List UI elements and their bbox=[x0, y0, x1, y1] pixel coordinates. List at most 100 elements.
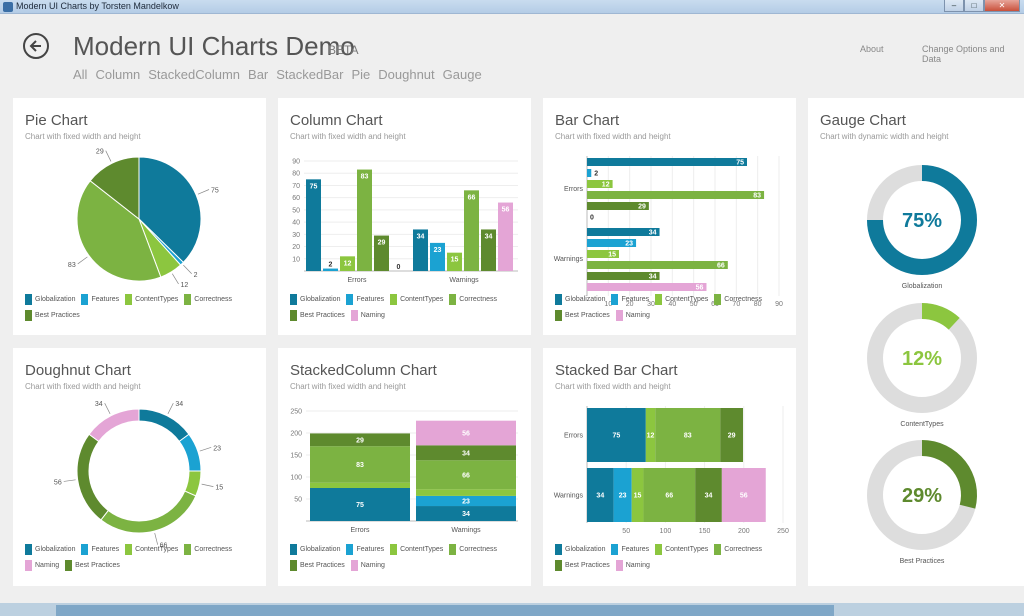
stacked-bar-chart: 50 100 150 200 250 75 12 83 29 Errors 34 23 15 66 34 56… bbox=[554, 406, 789, 535]
app-icon bbox=[3, 2, 13, 12]
bar-correctness bbox=[464, 190, 479, 271]
category-label: Warnings bbox=[451, 527, 481, 534]
x-tick-label: 50 bbox=[690, 301, 698, 308]
y-tick-label: 80 bbox=[292, 171, 300, 178]
y-tick-label: 250 bbox=[290, 409, 302, 416]
y-tick-label: 90 bbox=[292, 159, 300, 166]
filter-column[interactable]: Column bbox=[95, 67, 141, 82]
bar-globalization bbox=[413, 229, 428, 271]
legend-item-best-practices: Best Practices bbox=[290, 560, 345, 571]
bar-best-practices bbox=[374, 235, 389, 271]
gauge-value: 29% bbox=[902, 485, 942, 507]
slice-correctness bbox=[76, 180, 162, 282]
legend-item-best-practices: Best Practices bbox=[25, 310, 80, 321]
y-tick-label: 40 bbox=[292, 220, 300, 227]
bar-naming bbox=[498, 202, 513, 271]
data-label: 66 bbox=[665, 493, 673, 500]
legend-item-globalization: Globalization bbox=[25, 294, 75, 305]
stacked-bar-legend: Globalization Features ContentTypes Correct… bbox=[555, 544, 780, 571]
legend-swatch bbox=[25, 310, 32, 321]
legend-label: Features bbox=[356, 296, 385, 303]
y-tick-label: 60 bbox=[292, 195, 300, 202]
bar-correctness bbox=[357, 169, 372, 271]
slice-label: 34 bbox=[95, 401, 103, 408]
segment-globalization bbox=[310, 488, 410, 521]
legend-label: Correctness bbox=[459, 296, 498, 303]
close-icon[interactable]: ✕ bbox=[984, 0, 1020, 12]
bar-correctness bbox=[587, 261, 728, 269]
panel-subtitle: Chart with fixed width and height bbox=[25, 132, 141, 141]
panel-title: Stacked Bar Chart bbox=[555, 362, 678, 379]
filter-stackedcolumn[interactable]: StackedColumn bbox=[148, 67, 241, 82]
filter-stackedbar[interactable]: StackedBar bbox=[276, 67, 344, 82]
window-controls: – □ ✕ bbox=[944, 0, 1020, 12]
legend-swatch bbox=[125, 294, 133, 305]
data-label: 34 bbox=[417, 233, 425, 240]
leader-line bbox=[154, 532, 158, 545]
filter-all[interactable]: All bbox=[73, 67, 88, 82]
legend-item-correctness: Correctness bbox=[184, 544, 232, 555]
segment-best-practices bbox=[695, 468, 722, 522]
filter-doughnut[interactable]: Doughnut bbox=[378, 67, 435, 82]
gauge-value: 12% bbox=[902, 348, 942, 370]
back-button[interactable] bbox=[23, 33, 49, 59]
legend-label: ContentTypes bbox=[400, 546, 444, 553]
legend-swatch bbox=[714, 294, 722, 305]
legend-item-features: Features bbox=[611, 294, 649, 305]
legend-item-globalization: Globalization bbox=[25, 544, 75, 555]
data-label: 83 bbox=[753, 193, 761, 200]
data-label: 83 bbox=[356, 462, 364, 469]
category-label: Warnings bbox=[554, 493, 584, 500]
data-label: 2 bbox=[594, 171, 598, 178]
slice-globalization bbox=[138, 408, 190, 443]
legend-label: Naming bbox=[360, 312, 385, 319]
legend-label: Best Practices bbox=[565, 562, 610, 569]
slice-correctness bbox=[100, 490, 197, 534]
about-link[interactable]: About bbox=[860, 44, 884, 54]
filter-gauge[interactable]: Gauge bbox=[442, 67, 482, 82]
data-label: 83 bbox=[361, 174, 369, 181]
gauge-chart-panel: Gauge Chart Chart with dynamic width and… bbox=[808, 98, 1024, 586]
legend-label: ContentTypes bbox=[665, 296, 709, 303]
pie-chart: 75 2 12 83 29 bbox=[68, 149, 219, 289]
legend-swatch bbox=[25, 544, 32, 555]
slice-label: 12 bbox=[181, 282, 189, 289]
doughnut-legend: Globalization Features ContentTypes Correct… bbox=[25, 544, 250, 571]
legend-item-naming: Naming bbox=[615, 310, 650, 321]
data-label: 29 bbox=[728, 433, 736, 440]
column-chart: 10 20 30 40 50 60 70 80 90 75 2 12 83 29 0 Errors 34 23 15… bbox=[292, 159, 518, 284]
change-options-link[interactable]: Change Options and Data bbox=[922, 44, 1005, 64]
data-label: 34 bbox=[462, 511, 470, 518]
slice-label: 66 bbox=[160, 543, 168, 550]
filter-pie[interactable]: Pie bbox=[351, 67, 371, 82]
category-label: Errors bbox=[347, 277, 367, 284]
slice-label: 29 bbox=[96, 149, 104, 156]
data-label: 23 bbox=[462, 498, 470, 505]
legend-item-features: Features bbox=[611, 544, 649, 555]
category-label: Errors bbox=[564, 433, 584, 440]
scrollbar-thumb[interactable] bbox=[56, 605, 834, 616]
legend-item-features: Features bbox=[346, 294, 384, 305]
legend-label: Features bbox=[91, 546, 120, 553]
legend-label: Correctness bbox=[194, 546, 233, 553]
x-tick-label: 80 bbox=[754, 301, 762, 308]
legend-swatch bbox=[25, 294, 32, 305]
filter-bar[interactable]: Bar bbox=[248, 67, 269, 82]
legend-label: Globalization bbox=[300, 296, 341, 303]
data-label: 15 bbox=[634, 493, 642, 500]
bar-features bbox=[430, 242, 445, 271]
maximize-icon[interactable]: □ bbox=[964, 0, 984, 12]
beta-badge: BETA bbox=[328, 43, 359, 57]
bar-chart-panel: Bar Chart Chart with fixed width and hei… bbox=[543, 98, 796, 335]
x-tick-label: 20 bbox=[626, 301, 634, 308]
leader-line bbox=[104, 403, 111, 415]
legend-label: ContentTypes bbox=[665, 546, 709, 553]
data-label: 56 bbox=[696, 285, 704, 292]
data-label: 15 bbox=[451, 257, 459, 264]
minimize-icon[interactable]: – bbox=[944, 0, 964, 12]
bar-contenttypes bbox=[587, 180, 613, 188]
slice-label: 83 bbox=[68, 262, 76, 269]
segment-naming bbox=[721, 468, 766, 522]
legend-item-correctness: Correctness bbox=[714, 544, 762, 555]
data-label: 34 bbox=[649, 274, 657, 281]
